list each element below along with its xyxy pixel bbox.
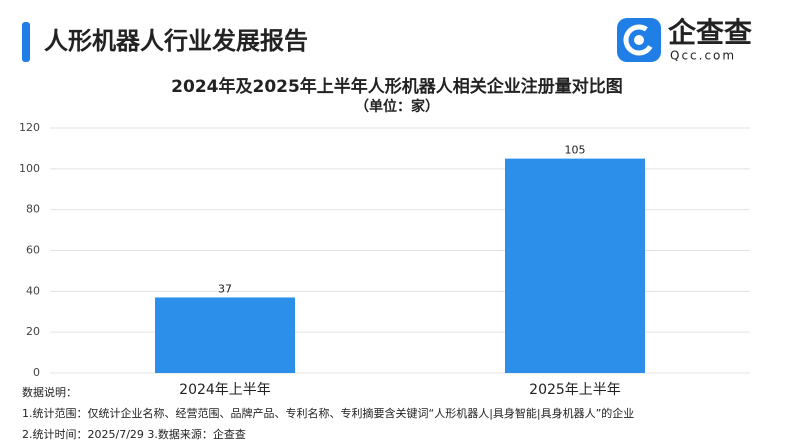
title-accent bbox=[22, 22, 30, 62]
y-tick-label: 100 bbox=[19, 162, 40, 175]
chart-title: 2024年及2025年上半年人形机器人相关企业注册量对比图 bbox=[171, 76, 623, 97]
note-line: 1.统计范围：仅统计企业名称、经营范围、品牌产品、专利名称、专利摘要含关键词“人… bbox=[22, 406, 634, 420]
y-tick-label: 20 bbox=[26, 325, 40, 338]
x-tick-label: 2024年上半年 bbox=[179, 382, 271, 398]
value-label: 37 bbox=[218, 282, 232, 295]
note-line: 2.统计时间：2025/7/29 3.数据来源：企查查 bbox=[22, 427, 246, 441]
x-tick-label: 2025年上半年 bbox=[529, 382, 621, 398]
value-label: 105 bbox=[565, 144, 586, 157]
bar bbox=[505, 158, 645, 373]
y-tick-label: 0 bbox=[33, 366, 40, 379]
bar bbox=[155, 297, 295, 373]
logo: 企查查 Qcc.com bbox=[617, 16, 752, 63]
logo-domain: Qcc.com bbox=[670, 49, 736, 63]
y-tick-label: 120 bbox=[19, 121, 40, 134]
logo-c bbox=[623, 24, 655, 56]
y-tick-label: 40 bbox=[26, 284, 40, 297]
y-tick-label: 80 bbox=[26, 203, 40, 216]
notes-heading: 数据说明： bbox=[22, 385, 77, 399]
header-title: 人形机器人行业发展报告 bbox=[44, 27, 308, 55]
y-tick-label: 60 bbox=[26, 244, 40, 257]
logo-dot bbox=[634, 35, 644, 45]
logo-name: 企查查 bbox=[668, 16, 752, 49]
chart-subtitle: （单位：家） bbox=[355, 98, 439, 115]
